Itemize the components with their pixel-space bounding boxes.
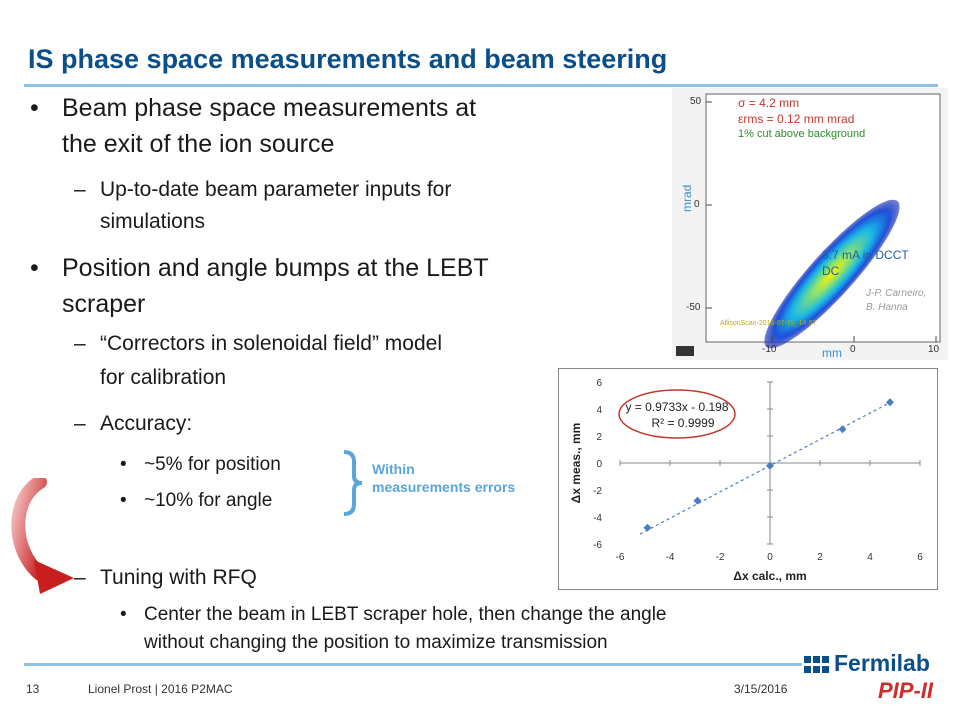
ps-xtick: 10 (928, 344, 940, 355)
ps-credit-line2: B. Hanna (866, 302, 908, 313)
data-point (643, 523, 652, 532)
y-tick-label: -6 (593, 540, 602, 551)
ps-credit-line1: J-P. Carneiro, (866, 288, 927, 299)
data-point (838, 425, 847, 434)
slide-title: IS phase space measurements and beam ste… (28, 44, 668, 74)
equation-ellipse (618, 389, 736, 439)
phase-space-distribution (764, 199, 900, 349)
bullet-1-sub-line1: Up-to-date beam parameter inputs for (100, 178, 452, 201)
y-tick-label: 6 (596, 378, 602, 389)
y-tick-label: 2 (596, 432, 602, 443)
y-tick-label: 0 (596, 459, 602, 470)
tuning-line1: Center the beam in LEBT scraper hole, th… (144, 604, 667, 625)
x-tick-label: -4 (666, 552, 675, 563)
ps-cut: 1% cut above background (738, 128, 866, 140)
ps-ytick: -50 (686, 302, 701, 313)
pip-ii-logo: PIP-II (878, 678, 934, 703)
dash-marker: – (74, 412, 86, 435)
x-tick-label: 6 (917, 552, 923, 563)
x-tick-label: 4 (867, 552, 873, 563)
data-point (766, 461, 774, 470)
y-tick-label: 4 (596, 405, 602, 416)
x-tick-label: 0 (767, 552, 773, 563)
ps-emittance: εrms = 0.12 mm mrad (738, 112, 855, 126)
within-errors-note: Within measurements errors (372, 460, 515, 496)
chart-frame (558, 368, 938, 590)
x-tick-label: -2 (716, 552, 725, 563)
bullet-marker: • (30, 94, 39, 122)
ps-xtick: -10 (762, 344, 777, 355)
curved-arrow-icon (11, 478, 74, 594)
bullet-2-line2: scraper (62, 290, 146, 318)
bullet-1-line2: the exit of the ion source (62, 130, 335, 158)
title-rule (24, 84, 938, 87)
footer-rule (24, 663, 802, 666)
bullet-marker: • (120, 604, 127, 625)
bullet-2-sub3: Tuning with RFQ (100, 566, 257, 589)
trend-equation: y = 0.9733x - 0.198 (625, 400, 728, 414)
fermilab-logo-icon (804, 656, 829, 673)
bullet-marker: • (120, 454, 127, 475)
ps-current-line1: 3.7 mA in DCCT (822, 248, 909, 262)
bullet-2-sub2: Accuracy: (100, 412, 193, 435)
ps-xlabel: mm (822, 346, 842, 360)
curly-brace-icon (343, 450, 363, 516)
within-note-line2: measurements errors (372, 479, 516, 495)
bullet-1-sub-line2: simulations (100, 210, 206, 233)
bullet-2-line1: Position and angle bumps at the LEBT (62, 254, 489, 282)
y-tick-label: -2 (593, 486, 602, 497)
y-tick-label: -4 (593, 513, 602, 524)
accuracy-position: ~5% for position (144, 454, 281, 475)
phase-space-frame (672, 88, 948, 360)
bullet-marker: • (120, 490, 127, 511)
ps-xtick: 0 (850, 344, 856, 355)
tuning-line2: without changing the position to maximiz… (144, 632, 608, 653)
ps-ytick: 50 (690, 96, 702, 107)
phase-space-plot: 50 0 -50 -10 0 10 σ = 4.2 mm εrms = 0.12… (672, 88, 948, 360)
ps-current-line2: DC (822, 264, 840, 278)
bullet-2-sub1-line2: for calibration (100, 366, 227, 389)
data-point (886, 398, 894, 407)
dash-marker: – (74, 178, 86, 201)
chart-xlabel: Δx calc., mm (733, 569, 806, 583)
footer-date: 3/15/2016 (734, 682, 788, 696)
dash-marker: – (74, 332, 86, 355)
bullet-marker: • (30, 254, 39, 282)
x-tick-label: 2 (817, 552, 823, 563)
x-tick-label: -6 (616, 552, 625, 563)
ps-ylabel: mrad (680, 184, 694, 212)
bullet-2-sub1-line1: “Correctors in solenoidal field” model (100, 332, 442, 355)
accuracy-angle: ~10% for angle (144, 490, 273, 511)
fermilab-logo-text: Fermilab (834, 650, 930, 676)
footer-author: Lionel Prost | 2016 P2MAC (88, 682, 233, 696)
ps-ytick: 0 (694, 199, 700, 210)
bullet-1-line1: Beam phase space measurements at (62, 94, 477, 122)
within-note-line1: Within (372, 461, 415, 477)
ps-sigma: σ = 4.2 mm (738, 96, 800, 110)
chart-ylabel: Δx meas., mm (569, 423, 583, 504)
trend-r2: R² = 0.9999 (651, 416, 714, 430)
page-number: 13 (26, 682, 40, 696)
calibration-chart: -6 -4 -2 0 2 4 6 -6 -4 -2 0 2 4 6 y = 0.9733x - 0.19… (558, 368, 938, 590)
dash-marker: – (74, 566, 86, 589)
ps-scan-id: AllisonScan-2015-07-15_14-57 (720, 320, 817, 327)
data-point (693, 496, 702, 505)
